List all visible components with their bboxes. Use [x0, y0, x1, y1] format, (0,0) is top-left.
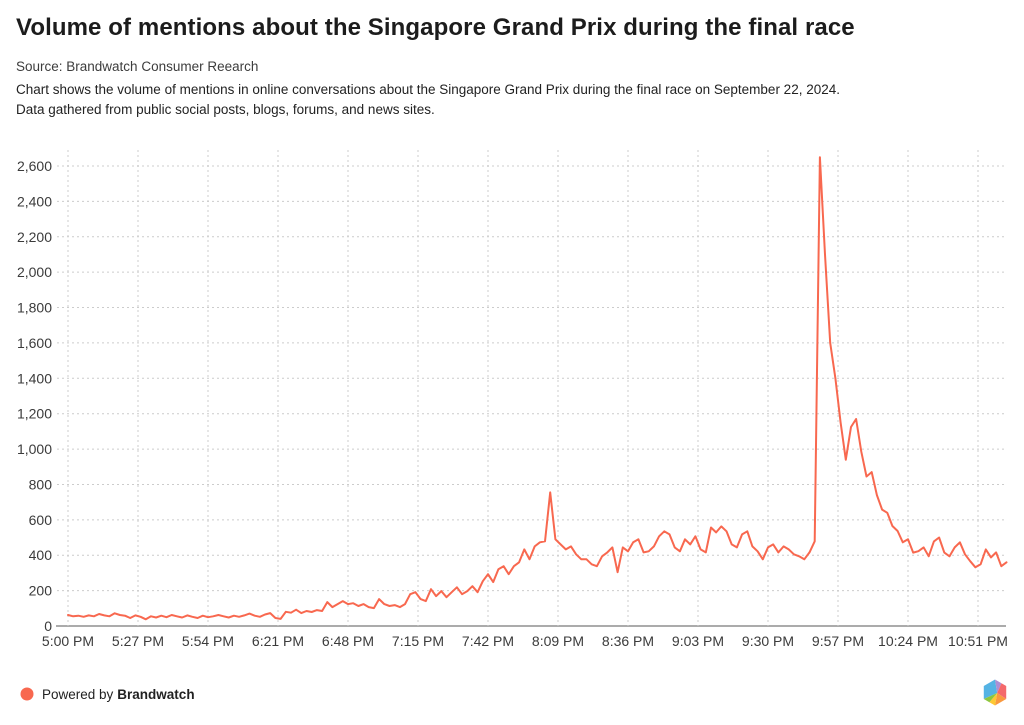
y-tick-label: 1,200	[17, 406, 52, 422]
description-line-1: Chart shows the volume of mentions in on…	[16, 82, 840, 97]
source-text: Source: Brandwatch Consumer Reearch	[16, 59, 259, 74]
y-tick-label: 0	[44, 618, 52, 634]
y-tick-label: 1,400	[17, 370, 52, 386]
y-tick-label: 1,800	[17, 300, 52, 316]
y-tick-label: 2,200	[17, 229, 52, 245]
page-title: Volume of mentions about the Singapore G…	[16, 14, 855, 41]
brand-name: Brandwatch	[117, 686, 195, 702]
y-tick-label: 1,000	[17, 441, 52, 457]
brand-dot-icon	[20, 687, 34, 701]
x-tick-label: 7:42 PM	[462, 633, 514, 649]
x-tick-label: 9:03 PM	[672, 633, 724, 649]
mentions-line-chart: 0 200 400 600 800 1,000 1,200 1,400 1,600 1,800 2,…	[17, 150, 1008, 649]
x-tick-label: 5:27 PM	[112, 633, 164, 649]
y-tick-label: 400	[29, 547, 53, 563]
y-tick-label: 800	[29, 476, 53, 492]
brandwatch-hexagon-logo-icon	[983, 679, 1007, 706]
y-tick-label: 2,400	[17, 193, 52, 209]
x-tick-label: 6:48 PM	[322, 633, 374, 649]
x-tick-label: 9:57 PM	[812, 633, 864, 649]
description-line-2: Data gathered from public social posts, …	[16, 102, 435, 117]
y-tick-label: 200	[29, 583, 53, 599]
y-tick-label: 600	[29, 512, 53, 528]
x-tick-label: 7:15 PM	[392, 633, 444, 649]
x-tick-label: 10:24 PM	[878, 633, 938, 649]
footer-attribution: Powered by Brandwatch	[20, 684, 195, 704]
y-tick-label: 2,600	[17, 158, 52, 174]
x-tick-label: 6:21 PM	[252, 633, 304, 649]
x-tick-label: 8:36 PM	[602, 633, 654, 649]
x-tick-label: 5:54 PM	[182, 633, 234, 649]
x-tick-label: 8:09 PM	[532, 633, 584, 649]
powered-by-label: Powered by	[42, 686, 114, 702]
x-tick-label: 5:00 PM	[42, 633, 94, 649]
mentions-series-line	[67, 156, 1008, 621]
y-tick-label: 2,000	[17, 264, 52, 280]
x-tick-label: 9:30 PM	[742, 633, 794, 649]
x-tick-label: 10:51 PM	[948, 633, 1008, 649]
y-tick-label: 1,600	[17, 335, 52, 351]
